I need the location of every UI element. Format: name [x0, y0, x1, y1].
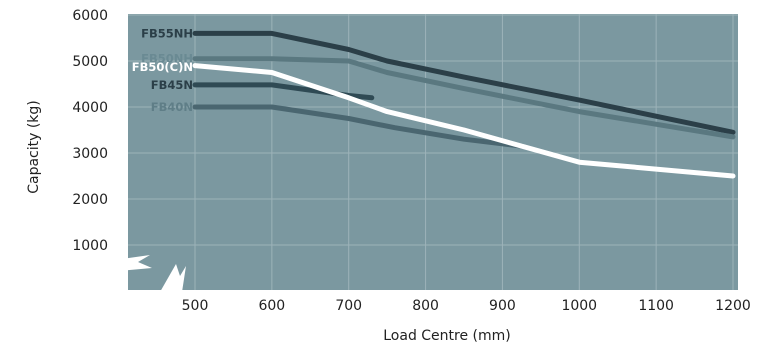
series-label: FB50(C)N [132, 60, 193, 74]
series-label: FB45N [151, 78, 193, 92]
series-label: FB55NH [141, 26, 193, 40]
series-label: FB50NH [141, 52, 193, 66]
y-tick-label: 5000 [72, 54, 108, 70]
y-tick-label: 6000 [72, 8, 108, 24]
x-tick-label: 1200 [715, 298, 751, 314]
y-axis-title: Capacity (kg) [26, 100, 42, 194]
x-tick-label: 500 [182, 298, 209, 314]
series-line-fb45n [192, 82, 375, 101]
series-line-fb55nh [192, 30, 736, 135]
x-axis-break-mark [160, 264, 186, 292]
x-tick-label: 600 [258, 298, 285, 314]
y-tick-label: 3000 [72, 146, 108, 162]
x-tick-label: 800 [412, 298, 439, 314]
x-tick-label: 1000 [561, 298, 597, 314]
y-tick-label: 1000 [72, 238, 108, 254]
x-axis-title: Load Centre (mm) [383, 328, 511, 344]
plot-area [128, 14, 738, 290]
x-tick-label: 900 [489, 298, 516, 314]
y-tick-label: 4000 [72, 100, 108, 116]
series-line-fb40n [192, 104, 525, 149]
series-label: FB40N [151, 100, 193, 114]
x-tick-label: 700 [335, 298, 362, 314]
y-tick-label: 2000 [72, 192, 108, 208]
series-line-fb50-c-n [192, 63, 736, 179]
x-tick-label: 1100 [638, 298, 674, 314]
series-line-fb50nh [192, 56, 736, 140]
y-axis-break-mark [108, 255, 152, 272]
